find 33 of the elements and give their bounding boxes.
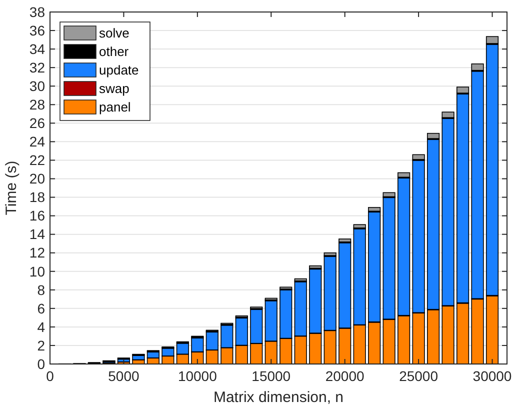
y-tick-label: 18	[29, 189, 46, 206]
y-tick-label: 20	[29, 170, 46, 187]
x-tick-label: 20000	[325, 368, 365, 384]
y-tick-label: 26	[29, 115, 46, 132]
y-tick-label: 2	[37, 337, 46, 354]
y-tick-label: 22	[29, 152, 46, 168]
y-tick-label: 6	[37, 300, 46, 316]
legend-label: panel	[99, 100, 131, 115]
y-tick-label: 36	[29, 22, 46, 38]
x-tick-label: 25000	[399, 368, 438, 384]
y-tick-label: 32	[29, 59, 46, 76]
y-tick-label: 4	[37, 318, 46, 335]
legend-label: solve	[99, 26, 130, 41]
legend-label: update	[99, 62, 139, 78]
x-tick-label: 10000	[178, 368, 218, 384]
x-tick-label: 5000	[108, 368, 140, 384]
y-tick-label: 16	[29, 208, 46, 224]
y-tick-label: 28	[29, 96, 46, 113]
legend-label: swap	[99, 81, 130, 96]
y-tick-label: 30	[29, 78, 46, 94]
x-axis-title: Matrix dimension, n	[213, 389, 344, 406]
y-tick-label: 8	[37, 282, 46, 298]
y-tick-label: 24	[29, 134, 46, 150]
x-tick-label: 15000	[252, 368, 291, 384]
legend-label: other	[99, 44, 130, 60]
x-tick-label: 30000	[472, 368, 512, 384]
y-tick-label: 0	[37, 356, 46, 372]
y-tick-label: 14	[29, 226, 46, 242]
y-tick-label: 38	[29, 4, 46, 20]
y-tick-label: 34	[29, 40, 46, 57]
y-tick-label: 12	[29, 244, 46, 261]
y-tick-label: 10	[29, 263, 46, 280]
y-axis-title: Time (s)	[3, 160, 20, 216]
